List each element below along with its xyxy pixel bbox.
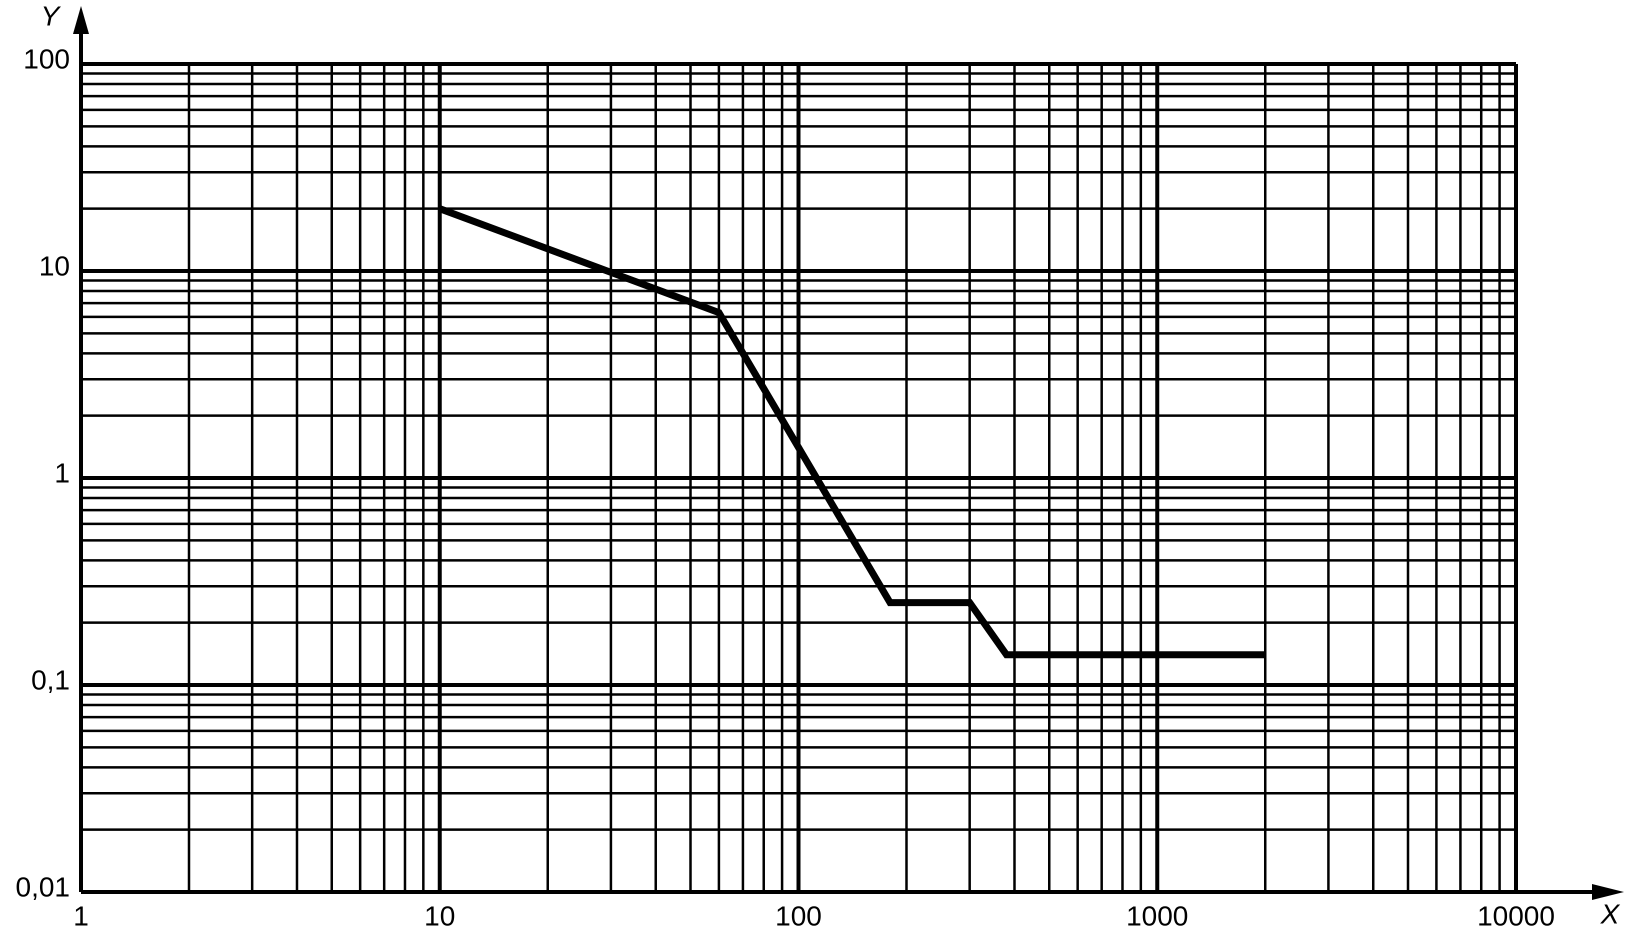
y-tick-label: 100 — [23, 43, 70, 74]
y-axis-label: Y — [41, 0, 62, 31]
y-axis-arrow — [73, 6, 89, 34]
x-tick-label: 1 — [73, 900, 89, 931]
x-tick-label: 10 — [424, 900, 455, 931]
data-line — [438, 205, 1266, 659]
y-tick-label: 0,01 — [16, 871, 71, 902]
x-axis-label: X — [1600, 898, 1621, 929]
x-tick-label: 10000 — [1477, 900, 1555, 931]
x-axis-arrow — [1592, 884, 1624, 900]
y-tick-label: 10 — [39, 250, 70, 281]
y-tick-label: 0,1 — [31, 664, 70, 695]
x-tick-label: 1000 — [1126, 900, 1188, 931]
x-tick-label: 100 — [775, 900, 822, 931]
y-tick-label: 1 — [54, 457, 70, 488]
